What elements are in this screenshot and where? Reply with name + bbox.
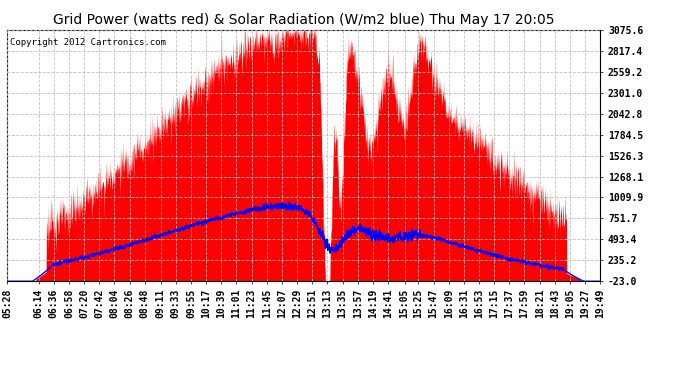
Title: Grid Power (watts red) & Solar Radiation (W/m2 blue) Thu May 17 20:05: Grid Power (watts red) & Solar Radiation… <box>53 13 554 27</box>
Text: Copyright 2012 Cartronics.com: Copyright 2012 Cartronics.com <box>10 38 166 46</box>
